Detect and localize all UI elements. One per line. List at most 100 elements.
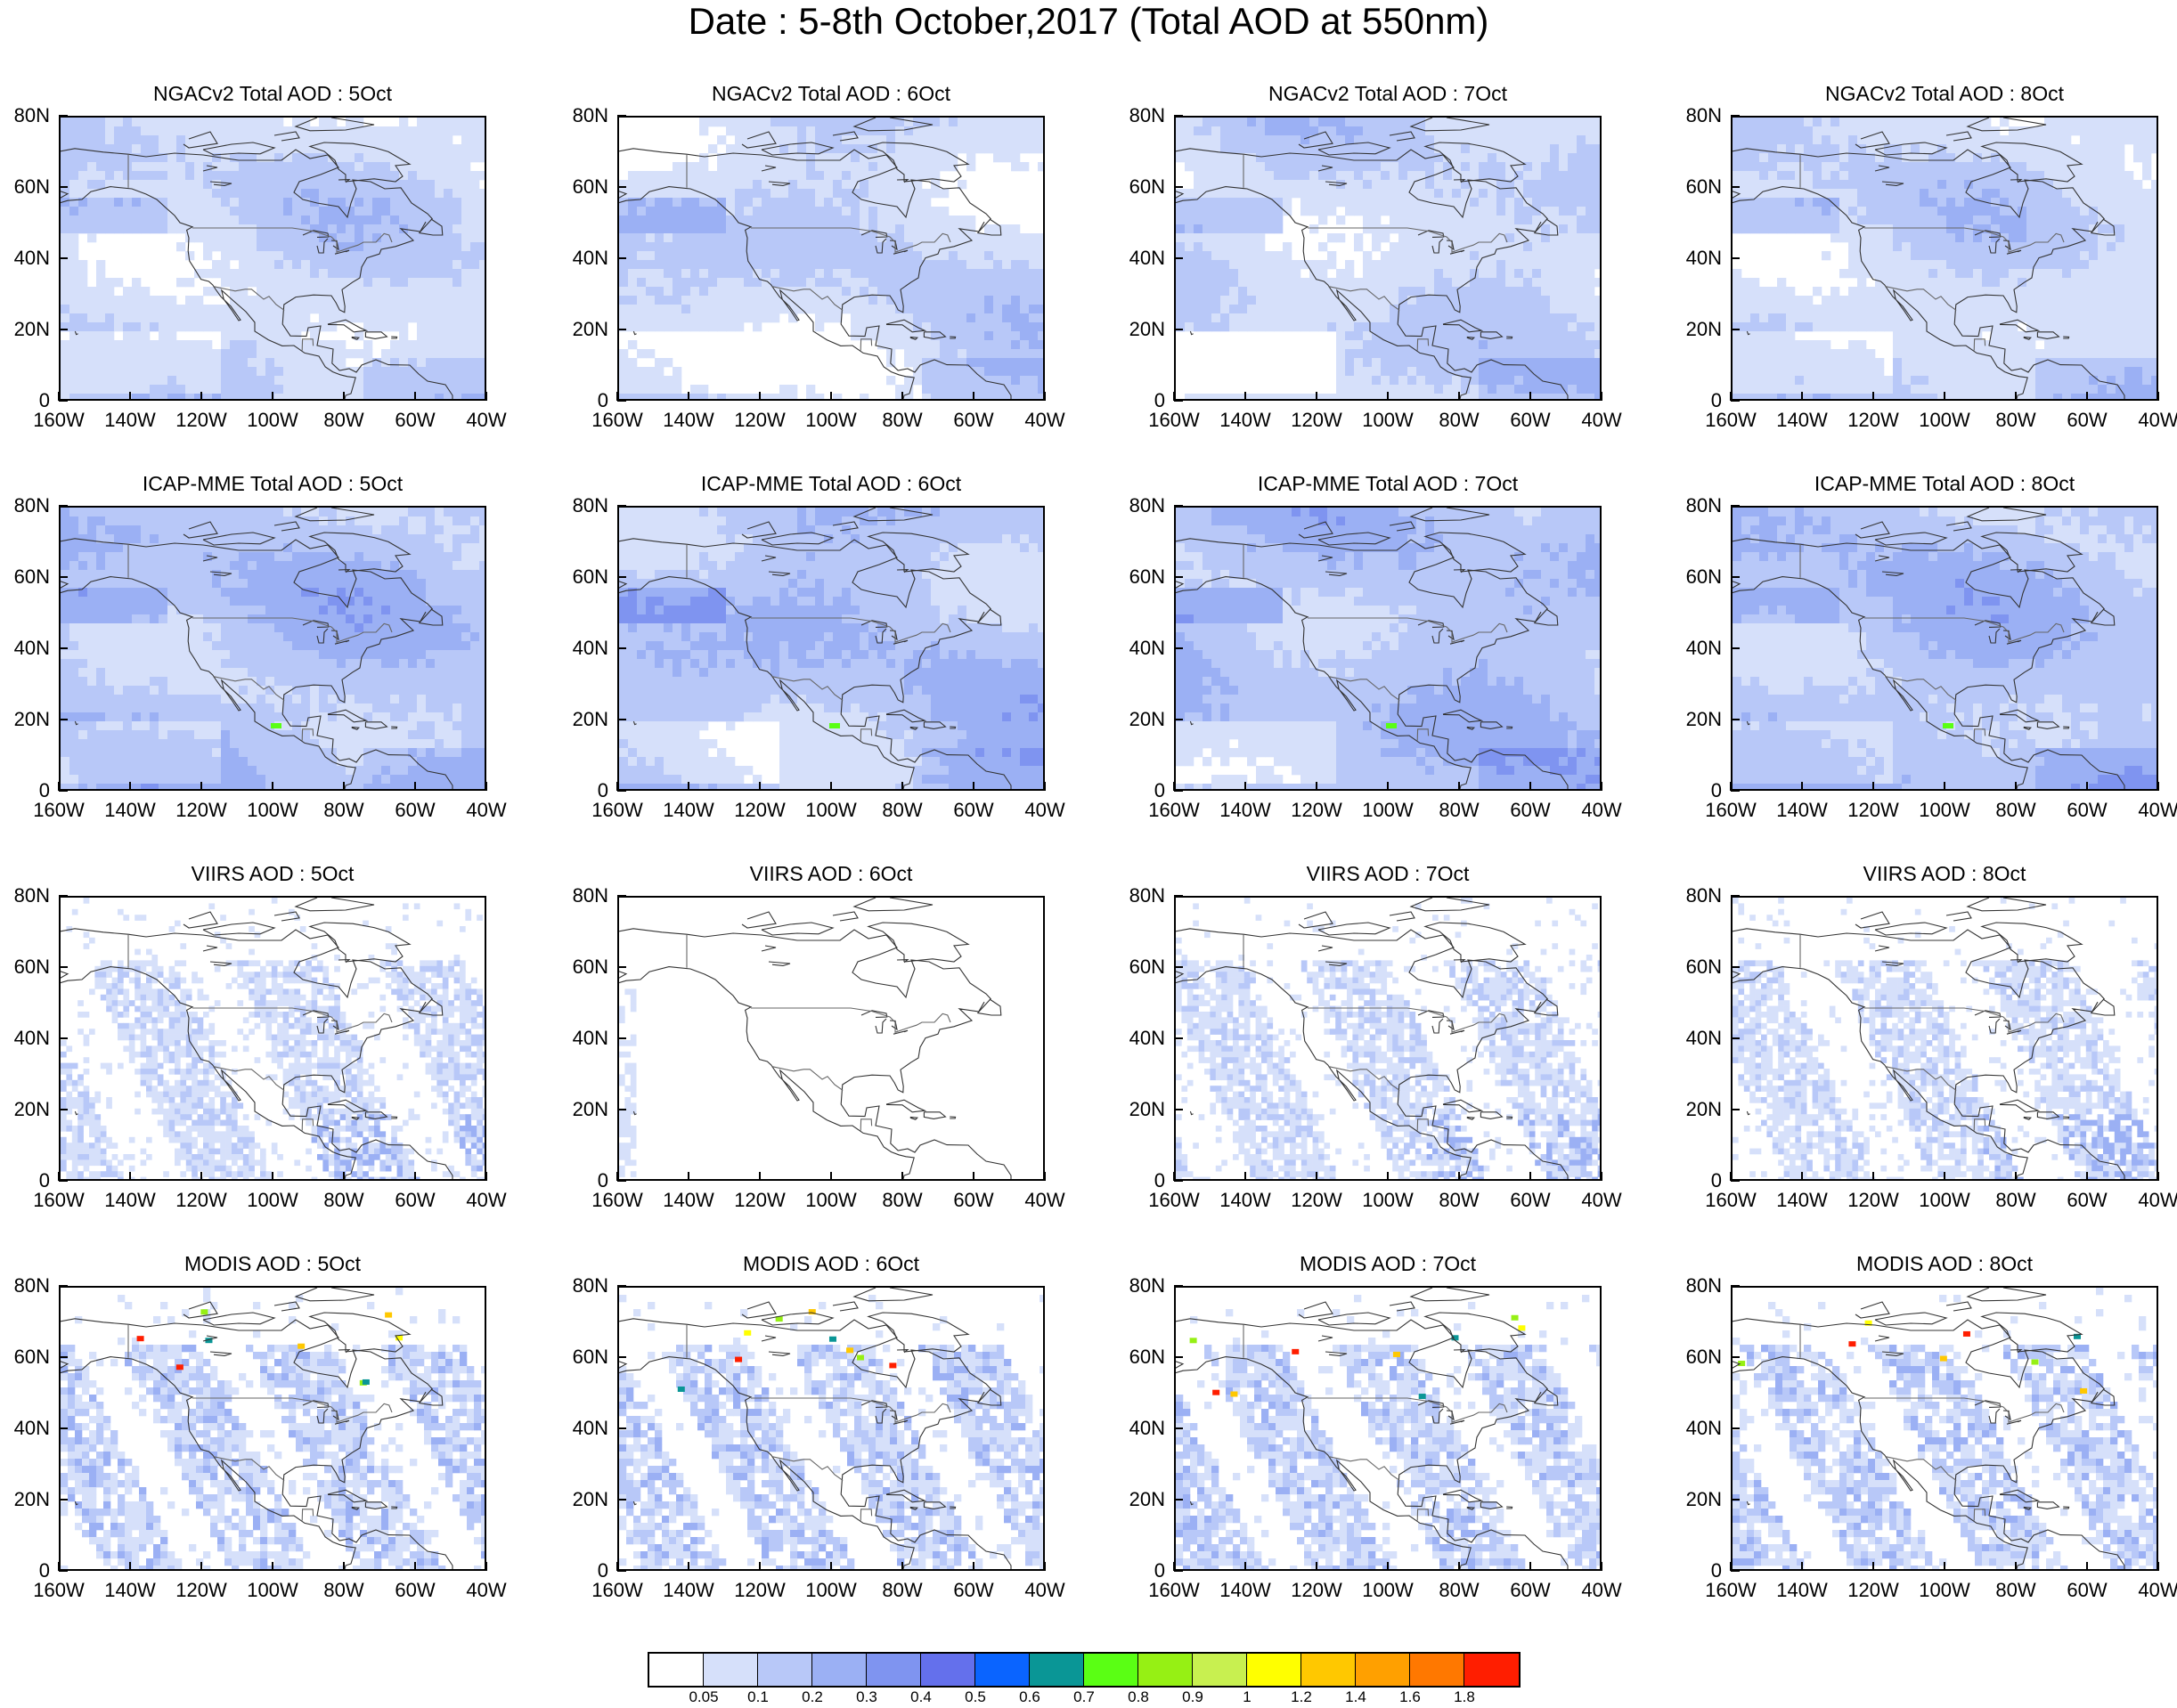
tick-mark <box>1731 1499 1740 1501</box>
map-panel <box>59 116 486 401</box>
lon-tick-label: 140W <box>1771 800 1833 821</box>
coastline <box>1446 240 1455 251</box>
tick-mark <box>59 647 68 649</box>
coastline <box>761 1312 835 1326</box>
coastline <box>391 1506 398 1509</box>
lat-tick-label: 40N <box>562 638 608 659</box>
lat-tick-label: 60N <box>1119 176 1165 198</box>
map-panel <box>617 116 1045 401</box>
aod-field-map <box>619 118 1043 399</box>
coastline <box>1431 1018 1444 1034</box>
aod-hotspot <box>889 1362 897 1369</box>
coastline <box>2023 1116 2033 1120</box>
aod-field-map <box>1733 1288 2157 1569</box>
tick-mark <box>1174 400 1183 402</box>
tick-mark <box>1944 392 1945 401</box>
coastline <box>1999 1489 2041 1503</box>
lat-tick-label: 40N <box>562 248 608 269</box>
lat-tick-label: 40N <box>4 638 50 659</box>
lon-tick-label: 80W <box>1985 1190 2047 1211</box>
tick-mark <box>688 1562 689 1571</box>
coastline <box>893 1029 909 1035</box>
coastline <box>1449 1029 1465 1035</box>
aod-field-map <box>619 1288 1043 1569</box>
tick-mark <box>830 782 832 791</box>
tick-mark <box>58 392 60 401</box>
coastline <box>1176 1318 1569 1569</box>
coastline <box>1746 330 1750 336</box>
coastline <box>1746 720 1750 726</box>
country-border <box>301 1118 314 1131</box>
map-panel <box>59 506 486 791</box>
tick-mark <box>617 400 626 402</box>
coastline <box>1881 1351 1904 1356</box>
coastline <box>327 709 369 723</box>
coastline <box>316 238 329 254</box>
coastline <box>1325 961 1348 966</box>
coastline <box>1449 249 1465 255</box>
coastline <box>1733 538 2125 789</box>
country-border <box>771 676 844 701</box>
country-border <box>301 1509 314 1521</box>
tick-mark <box>617 1499 626 1501</box>
aod-hotspot <box>1189 1338 1197 1344</box>
coastline <box>334 1419 350 1425</box>
lat-tick-label: 20N <box>1676 1099 1722 1120</box>
tick-mark <box>59 505 68 507</box>
colorbar-swatch <box>921 1654 975 1686</box>
tick-mark <box>59 1180 68 1182</box>
lon-tick-label: 80W <box>1428 800 1490 821</box>
tick-mark <box>1529 1172 1531 1181</box>
coastline <box>316 1018 329 1034</box>
colorbar-swatch <box>975 1654 1030 1686</box>
lon-tick-label: 140W <box>1214 800 1276 821</box>
lon-tick-label: 60W <box>384 1580 446 1601</box>
tick-mark <box>59 1356 68 1358</box>
coastline <box>832 521 859 532</box>
lon-tick-label: 80W <box>1985 1580 2047 1601</box>
lat-tick-label: 80N <box>4 495 50 516</box>
coastline <box>338 178 351 183</box>
coastline <box>1466 336 1476 340</box>
tick-mark <box>1174 1037 1183 1039</box>
coastline <box>1389 1301 1415 1312</box>
lat-tick-label: 60N <box>1676 566 1722 588</box>
coastline <box>768 571 791 576</box>
colorbar <box>648 1652 1521 1688</box>
tick-mark <box>1731 790 1740 792</box>
coastline <box>909 726 919 730</box>
tick-mark <box>617 1180 626 1182</box>
lon-tick-label: 120W <box>170 800 232 821</box>
aod-hotspot <box>200 1309 208 1315</box>
map-panel <box>1731 1286 2158 1571</box>
coastline <box>852 1288 934 1302</box>
lon-tick-label: 80W <box>313 1190 375 1211</box>
tick-mark <box>58 1562 60 1571</box>
tick-mark <box>2015 782 2017 791</box>
coastline <box>889 1410 898 1421</box>
coastline <box>860 230 888 238</box>
aod-hotspot <box>395 1335 404 1341</box>
lat-tick-label: 0 <box>562 390 608 411</box>
lon-tick-label: 160W <box>28 800 90 821</box>
coastline <box>867 142 970 183</box>
lat-tick-label: 80N <box>4 1275 50 1297</box>
panel-title: MODIS AOD : 7Oct <box>1121 1252 1655 1275</box>
coastline <box>334 249 350 255</box>
aod-hotspot <box>1292 1348 1300 1354</box>
aod-hotspot <box>136 1336 144 1342</box>
coastline <box>768 961 791 966</box>
coastline <box>308 142 412 183</box>
lat-tick-label: 0 <box>4 1170 50 1192</box>
coastline <box>391 1116 398 1119</box>
tick-mark <box>1944 1172 1945 1181</box>
tick-mark <box>414 1172 416 1181</box>
lon-tick-label: 60W <box>1499 410 1561 431</box>
coastline <box>209 181 232 186</box>
lat-tick-label: 20N <box>4 1489 50 1510</box>
lon-tick-label: 140W <box>1771 1190 1833 1211</box>
coastline <box>1298 1301 1333 1319</box>
panel-title: MODIS AOD : 5Oct <box>5 1252 540 1275</box>
tick-mark <box>1944 782 1945 791</box>
lon-tick-label: 120W <box>1842 800 1904 821</box>
